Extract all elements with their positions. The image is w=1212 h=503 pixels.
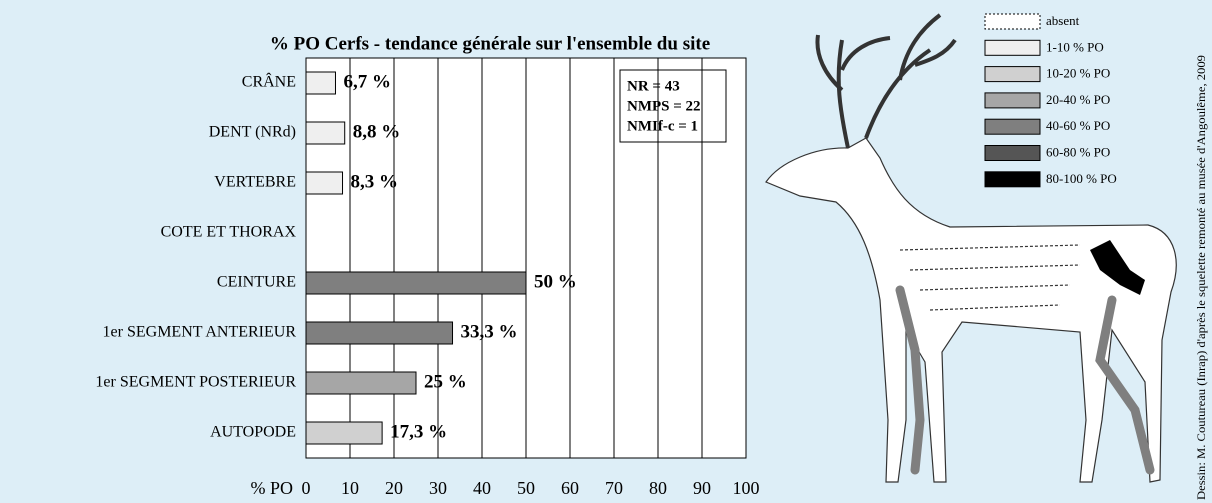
value-label: 17,3 % — [390, 421, 447, 442]
y-tick-label: DENT (NRd) — [209, 124, 296, 141]
stats-text: NMIf-c = 1 — [627, 118, 698, 134]
legend-swatch — [985, 40, 1040, 55]
legend-swatch — [985, 93, 1040, 108]
x-tick-label: 90 — [693, 478, 711, 498]
credit: Dessin: M. Coutureau (Inrap) d'après le … — [1194, 55, 1208, 500]
x-tick-label: 50 — [517, 478, 535, 498]
legend-label: 1-10 % PO — [1046, 39, 1104, 54]
y-tick-label: CRÂNE — [242, 72, 296, 91]
x-tick-label: 30 — [429, 478, 447, 498]
y-tick-label: CEINTURE — [217, 274, 296, 291]
bar — [306, 122, 345, 144]
stats-text: NR = 43 — [627, 78, 680, 94]
x-axis-label: % PO — [250, 478, 293, 498]
value-label: 8,8 % — [353, 121, 401, 142]
value-label: 6,7 % — [343, 71, 391, 92]
x-tick-label: 10 — [341, 478, 359, 498]
bar — [306, 422, 382, 444]
legend-label: 20-40 % PO — [1046, 92, 1110, 107]
bar — [306, 172, 343, 194]
x-tick-label: 60 — [561, 478, 579, 498]
y-tick-label: 1er SEGMENT ANTERIEUR — [103, 324, 297, 341]
x-tick-label: 70 — [605, 478, 623, 498]
legend-swatch — [985, 14, 1040, 29]
x-tick-label: 0 — [302, 478, 311, 498]
bar — [306, 72, 335, 94]
legend-swatch — [985, 67, 1040, 82]
y-tick-label: VERTEBRE — [214, 174, 296, 191]
legend-swatch — [985, 146, 1040, 161]
y-tick-label: AUTOPODE — [210, 424, 296, 441]
legend-swatch — [985, 119, 1040, 134]
x-tick-label: 20 — [385, 478, 403, 498]
y-tick-label: 1er SEGMENT POSTERIEUR — [95, 374, 296, 391]
x-tick-label: 100 — [733, 478, 760, 498]
legend-label: 10-20 % PO — [1046, 66, 1110, 81]
legend-label: 40-60 % PO — [1046, 118, 1110, 133]
value-label: 8,3 % — [351, 171, 399, 192]
value-label: 33,3 % — [461, 321, 518, 342]
x-tick-label: 40 — [473, 478, 491, 498]
bar — [306, 272, 526, 294]
chart-title: % PO Cerfs - tendance générale sur l'ens… — [270, 33, 710, 54]
legend-swatch — [985, 172, 1040, 187]
bar — [306, 322, 453, 344]
stats-text: NMPS = 22 — [627, 98, 701, 114]
x-tick-label: 80 — [649, 478, 667, 498]
legend-label: 60-80 % PO — [1046, 144, 1110, 159]
y-tick-label: COTE ET THORAX — [161, 224, 297, 241]
chart: % PO Cerfs - tendance générale sur l'ens… — [0, 0, 1212, 503]
value-label: 50 % — [534, 271, 577, 292]
page: % PO Cerfs - tendance générale sur l'ens… — [0, 0, 1212, 503]
value-label: 25 % — [424, 371, 467, 392]
legend-label: absent — [1046, 13, 1080, 28]
bar — [306, 372, 416, 394]
legend-label: 80-100 % PO — [1046, 171, 1117, 186]
